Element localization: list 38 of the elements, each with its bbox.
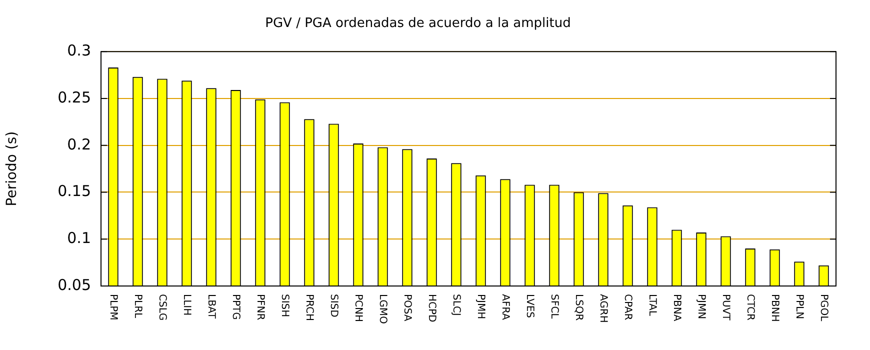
y-tick-label: 0.3 xyxy=(67,41,91,60)
x-tick-label: AFRA xyxy=(500,294,511,320)
x-tick-label: PUVT xyxy=(720,294,732,322)
y-tick-label: 0.2 xyxy=(67,135,91,154)
x-tick-label: CTCR xyxy=(744,294,756,320)
x-tick-label: PBNH xyxy=(769,294,780,322)
x-tick-label: PGOL xyxy=(818,294,830,322)
x-tick-label: SFCL xyxy=(548,294,560,320)
x-tick-label: CPAR xyxy=(622,294,634,320)
x-tick-label: HCPD xyxy=(426,294,438,323)
x-tick-label: PLPM xyxy=(108,294,119,320)
x-tick-label: PJMH xyxy=(475,294,486,320)
x-tick-label: POSA xyxy=(402,294,413,322)
x-tick-label: LVES xyxy=(524,294,536,318)
y-tick-label: 0.25 xyxy=(58,88,91,106)
x-tick-label: PJMN xyxy=(696,294,707,320)
x-tick-label: PPTG xyxy=(230,294,242,320)
x-tick-label: PLRL xyxy=(132,294,144,319)
y-tick-label: 0.1 xyxy=(67,229,91,248)
x-tick-label: PBNA xyxy=(671,294,682,322)
x-tick-label: LBAT xyxy=(206,294,217,320)
x-tick-label: SISD xyxy=(328,294,340,318)
x-tick-label: AGRH xyxy=(598,294,609,323)
x-tick-label: LTAL xyxy=(646,294,658,316)
x-tick-label: PRCH xyxy=(304,294,315,321)
chart-title: PGV / PGA ordenadas de acuerdo a la amplitud xyxy=(265,16,571,32)
x-tick-label: PFNR xyxy=(254,294,266,320)
x-tick-label: LGMO xyxy=(377,294,388,324)
x-tick-label: LSQR xyxy=(573,294,584,321)
x-tick-label: SLCJ xyxy=(450,294,462,316)
y-tick-label: 0.15 xyxy=(58,182,91,200)
x-tick-label: SISH xyxy=(279,294,290,318)
x-tick-label: PCNH xyxy=(352,294,364,322)
x-tick-label: CSLG xyxy=(156,294,168,321)
y-tick-label: 0.05 xyxy=(58,276,91,294)
x-tick-label: PPLN xyxy=(794,294,805,320)
x-tick-label: LLIH xyxy=(181,294,192,316)
y-axis-title: Periodo (s) xyxy=(4,131,20,206)
